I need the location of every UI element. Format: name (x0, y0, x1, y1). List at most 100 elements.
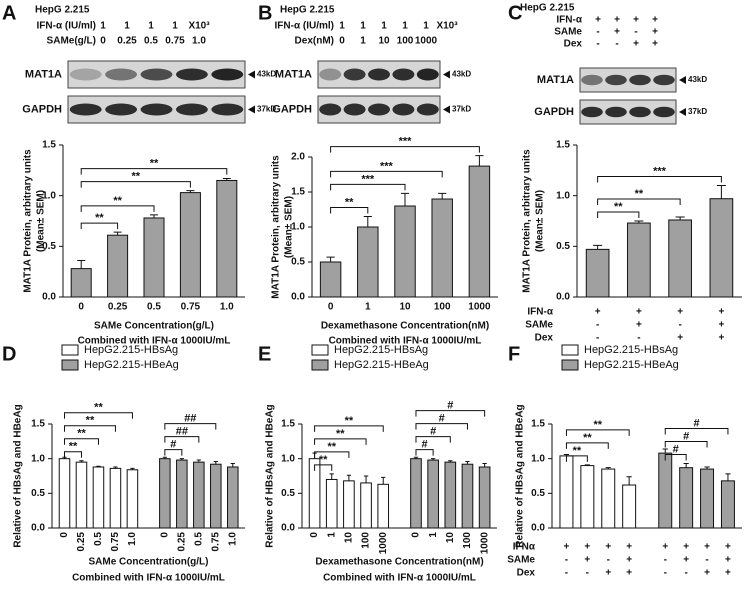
blot-band (343, 68, 366, 81)
bar (601, 468, 616, 529)
x-tick-label: 0.75 (181, 302, 201, 313)
band-size: 37kD (257, 105, 276, 114)
blot-band (175, 68, 208, 81)
size-arrow (248, 70, 255, 79)
y-axis-label: Relative of HBsAg and HBeAg (265, 404, 276, 547)
significance-bracket (164, 423, 217, 430)
x-axis-label: Dexamethasone Concentration(nM) (315, 557, 483, 568)
legend-label: HepG2.215-HBeAg (584, 359, 679, 371)
x-axis-label: Combined with IFN-α 1000IU/mL (329, 336, 482, 347)
significance-label: ** (150, 158, 159, 170)
blot-band (605, 106, 627, 118)
bar (709, 198, 734, 298)
significance-bracket (314, 464, 333, 471)
blot-band (581, 74, 603, 86)
blot-cell: 1 (148, 21, 154, 32)
panel-letter: E (258, 343, 271, 365)
x-tick-label: 0.5 (93, 532, 104, 546)
bar (658, 452, 673, 529)
x-table-cell: + (704, 568, 710, 579)
x-table-cell: + (718, 307, 724, 318)
blot-band (140, 68, 173, 81)
x-table-cell: - (705, 555, 708, 566)
x-tick-label: 0 (411, 532, 422, 538)
significance-label: # (421, 439, 427, 451)
significance-bracket (330, 170, 443, 178)
significance-label: ## (176, 426, 188, 438)
significance-bracket (330, 146, 480, 153)
significance-label: ## (184, 413, 196, 425)
x-tick-label: 1.0 (220, 302, 234, 313)
x-tick-label: 0.5 (193, 532, 204, 546)
x-table-label: IFN-α (527, 307, 553, 318)
bar (107, 234, 129, 298)
significance-label: *** (653, 165, 667, 177)
y-tick-label: 0.5 (42, 241, 56, 252)
significance-bracket (664, 428, 729, 435)
bar (126, 469, 139, 529)
significance-label: # (683, 430, 689, 442)
blot-band (140, 103, 173, 116)
blot-band (392, 68, 415, 81)
legend-swatch (311, 344, 329, 356)
bar (193, 461, 205, 529)
blot-cell: - (634, 27, 637, 38)
significance-label: ** (327, 441, 336, 453)
blot-cell: 1 (402, 21, 408, 32)
blot-band (175, 103, 208, 116)
y-tick-label: 1.5 (42, 140, 56, 151)
significance-bracket (80, 222, 119, 230)
blot-cell: + (652, 39, 658, 50)
bar (720, 480, 735, 529)
blot-band-name: GAPDH (272, 103, 312, 115)
significance-bracket (415, 436, 451, 443)
bar (468, 165, 491, 298)
blot-cell: + (595, 15, 601, 26)
x-table-cell: + (605, 568, 611, 579)
legend-swatch (311, 359, 329, 371)
x-axis-label: Combined with IFN-α 1000IU/mL (323, 573, 476, 584)
blot-row-label: Dex(nM) (295, 36, 334, 47)
bar (319, 261, 342, 298)
x-table-cell: + (662, 542, 668, 553)
x-tick-label: 0 (78, 302, 84, 313)
bar (431, 198, 453, 298)
significance-label: # (439, 413, 445, 425)
cell-line: HepG 2.215 (520, 3, 575, 14)
y-axis-label: MAT1A Protein, arbitrary units (271, 155, 282, 299)
blot-cell: 1 (124, 21, 130, 32)
significance-label: # (430, 426, 436, 438)
blot-row-label: Dex (564, 39, 583, 50)
y-tick-label: 0.5 (31, 488, 45, 499)
panel-letter: A (2, 2, 16, 24)
significance-label: ** (345, 415, 354, 427)
blot-cell: + (614, 27, 620, 38)
blot-cell: + (652, 27, 658, 38)
significance-bracket (63, 438, 99, 445)
x-table-cell: - (678, 320, 681, 331)
bar (308, 458, 321, 529)
significance-bracket (597, 198, 681, 205)
blot-band (69, 103, 102, 116)
y-tick-label: 0.0 (42, 292, 56, 303)
blot-cell: 1000 (415, 36, 438, 47)
y-tick-label: 0.5 (281, 488, 295, 499)
blot-row-label: SAMe(g/L) (47, 36, 96, 47)
x-tick-label: 100 (434, 302, 451, 313)
blot-band-name: GAPDH (534, 106, 574, 118)
x-table-cell: - (596, 333, 599, 344)
bar (325, 478, 338, 529)
x-table-cell: - (637, 333, 640, 344)
significance-bracket (314, 438, 367, 445)
y-tick-label: 0.5 (556, 241, 570, 252)
blot-cell: - (596, 39, 599, 50)
x-table-cell: + (595, 307, 601, 318)
x-table-cell: + (626, 542, 632, 553)
x-tick-label: 0.5 (147, 302, 161, 313)
significance-label: *** (380, 160, 394, 172)
blot-band (629, 106, 651, 118)
panel-letter: F (508, 343, 520, 365)
y-axis-label: Relative of HBsAg and HBeAg (13, 404, 24, 547)
blot-cell: 1 (172, 21, 178, 32)
